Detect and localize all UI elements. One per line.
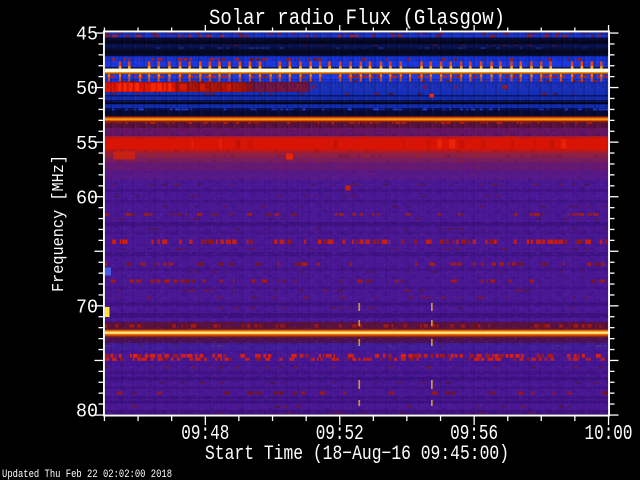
- svg-text:50: 50: [76, 78, 98, 100]
- svg-text:45: 45: [76, 24, 98, 46]
- svg-text:80: 80: [76, 401, 98, 423]
- svg-text:10:00: 10:00: [585, 423, 633, 446]
- svg-text:55: 55: [76, 133, 98, 155]
- svg-text:Solar radio Flux (Glasgow): Solar radio Flux (Glasgow): [209, 6, 505, 31]
- svg-text:70: 70: [76, 297, 98, 319]
- svg-text:Updated Thu Feb 22 02:02:00 20: Updated Thu Feb 22 02:02:00 2018: [2, 469, 172, 480]
- svg-text:Frequency [MHz]: Frequency [MHz]: [50, 155, 69, 292]
- svg-text:09:56: 09:56: [450, 423, 498, 446]
- svg-text:09:48: 09:48: [181, 423, 229, 446]
- svg-text:Start Time (18−Aug−16 09:45:00: Start Time (18−Aug−16 09:45:00): [205, 443, 509, 466]
- svg-text:60: 60: [76, 187, 98, 209]
- svg-text:09:52: 09:52: [316, 423, 364, 446]
